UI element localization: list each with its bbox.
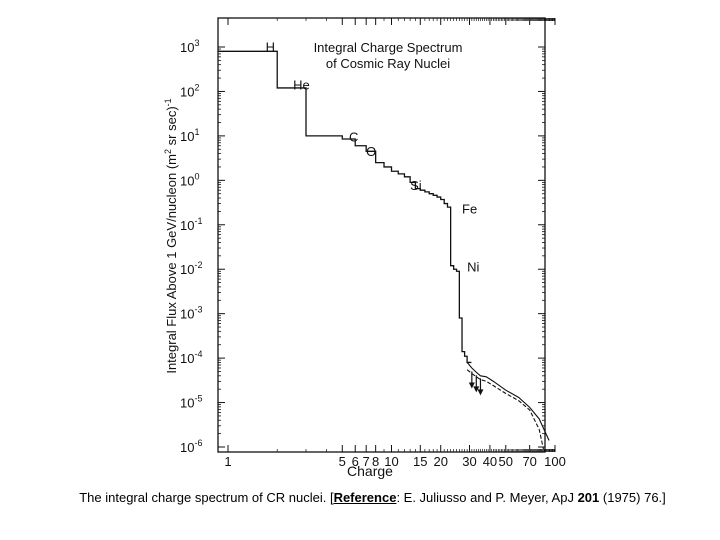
caption-middle: : E. Juliusso and P. Meyer, ApJ	[396, 490, 578, 505]
step-spectrum-line	[218, 50, 472, 364]
element-label-si: Si	[410, 178, 422, 193]
x-tick-label: 5	[339, 454, 346, 469]
x-tick-label: 40	[483, 454, 497, 469]
x-tick-label: 30	[462, 454, 476, 469]
y-tick-label: 10-3	[180, 305, 202, 322]
caption-reference-label: Reference	[333, 490, 397, 505]
element-label-he: He	[293, 78, 310, 93]
element-label-fe: Fe	[462, 201, 477, 216]
upper-limit-arrow-head	[468, 382, 475, 389]
y-tick-label: 103	[180, 38, 199, 55]
x-tick-label: 70	[522, 454, 536, 469]
x-tick-label: 1	[224, 454, 231, 469]
element-label-ni: Ni	[467, 259, 479, 274]
y-tick-label: 10-1	[180, 216, 202, 233]
chart-title-line-1: Integral Charge Spectrum	[314, 40, 463, 55]
y-axis-label-sup: 2	[163, 149, 173, 154]
y-tick-label: 100	[180, 171, 199, 188]
lower-band-line	[466, 369, 544, 450]
y-tick-label: 10-6	[180, 438, 202, 455]
caption-prefix: The integral charge spectrum of CR nucle…	[79, 490, 334, 505]
x-axis-label: Charge	[347, 463, 393, 479]
element-label-h: H	[266, 39, 275, 54]
x-tick-label: 15	[413, 454, 427, 469]
element-label-o: O	[366, 144, 376, 159]
element-label-c: C	[349, 129, 358, 144]
chart-title: Integral Charge Spectrum of Cosmic Ray N…	[314, 40, 463, 71]
x-tick-label: 8	[372, 454, 379, 469]
x-tick-label: 50	[499, 454, 513, 469]
caption-volume: 201	[577, 490, 600, 505]
x-tick-label: 10	[384, 454, 398, 469]
y-axis-label-tail: sr sec)	[164, 106, 179, 149]
y-tick-label: 102	[180, 82, 199, 99]
y-tick-label: 10-5	[180, 394, 202, 411]
x-tick-label: 6	[352, 454, 359, 469]
y-axis-label-end-sup: -1	[163, 98, 173, 106]
x-tick-label: 20	[433, 454, 447, 469]
figure-caption: The integral charge spectrum of CR nucle…	[0, 490, 720, 505]
data-series	[218, 50, 550, 450]
x-tick-label: 7	[363, 454, 370, 469]
x-tick-label: 100	[544, 454, 566, 469]
upper-band-line	[466, 362, 550, 441]
upper-limit-arrow-head	[477, 389, 484, 396]
y-tick-label: 10-2	[180, 260, 202, 277]
caption-suffix: (1975) 76.]	[599, 490, 666, 505]
y-tick-label: 10-4	[180, 349, 202, 366]
chart-title-line-2: of Cosmic Ray Nuclei	[326, 56, 450, 71]
y-axis-label: Integral Flux Above 1 GeV/nucleon (m2 sr…	[163, 98, 179, 373]
upper-limit-arrow-head	[473, 386, 480, 393]
y-tick-label: 101	[180, 127, 199, 144]
y-axis-label-main: Integral Flux Above 1 GeV/nucleon (m	[164, 154, 179, 374]
element-labels: H He CO Si Fe Ni	[266, 39, 480, 274]
